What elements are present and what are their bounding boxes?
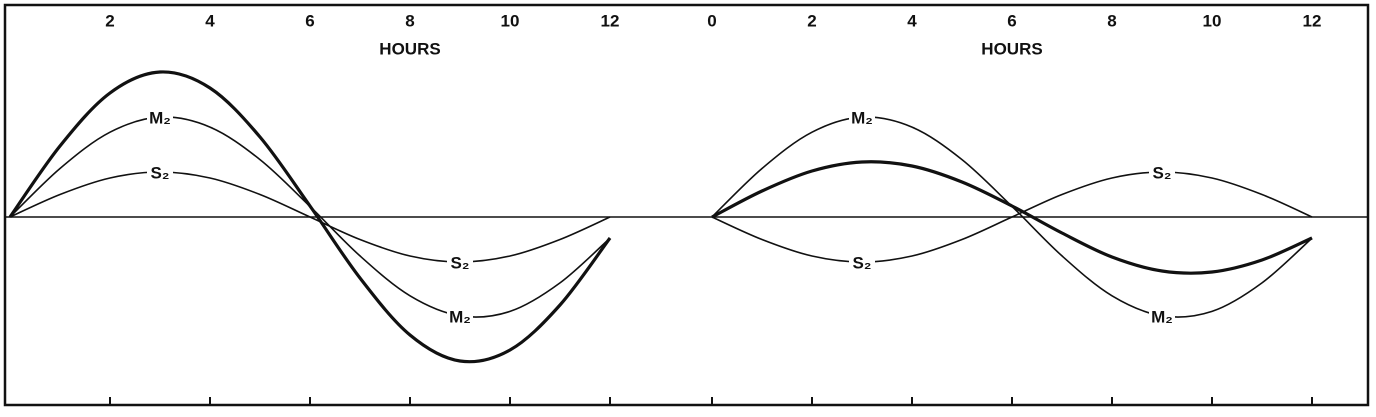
curve-label: S₂ <box>1153 163 1172 182</box>
curve <box>9 171 611 263</box>
x-tick-label: 6 <box>305 11 314 30</box>
label-bg <box>849 251 875 273</box>
curve-label: M₂ <box>149 109 171 128</box>
curve <box>8 70 612 364</box>
label-bg <box>447 251 473 273</box>
curve-label: M₂ <box>1151 307 1173 326</box>
x-tick-label: 2 <box>807 11 816 30</box>
label-bg <box>147 161 173 183</box>
x-tick-label: 12 <box>1303 11 1322 30</box>
x-axis-label: HOURS <box>981 39 1042 58</box>
curve-label: S₂ <box>853 253 872 272</box>
label-bg <box>849 106 875 129</box>
frame <box>3 3 1370 407</box>
x-tick-label: 6 <box>1007 11 1016 30</box>
x-tick-label: 8 <box>405 11 414 30</box>
label-bg <box>1149 304 1175 327</box>
x-tick-label: 12 <box>601 11 620 30</box>
curve-label: S₂ <box>151 163 170 182</box>
curve-label: M₂ <box>449 307 471 326</box>
x-tick-label: 0 <box>707 11 716 30</box>
label-bg <box>1149 161 1175 183</box>
x-tick-label: 4 <box>907 11 917 30</box>
x-tick-label: 10 <box>1203 11 1222 30</box>
x-axis-label: HOURS <box>379 39 440 58</box>
label-bg <box>447 304 473 327</box>
curve-label: S₂ <box>451 253 470 272</box>
curve <box>711 171 1313 263</box>
label-bg <box>147 106 173 129</box>
curve <box>711 160 1313 275</box>
x-tick-label: 4 <box>205 11 215 30</box>
curve-label: M₂ <box>851 109 873 128</box>
x-tick-label: 2 <box>105 11 114 30</box>
x-tick-label: 8 <box>1107 11 1116 30</box>
x-tick-label: 10 <box>501 11 520 30</box>
